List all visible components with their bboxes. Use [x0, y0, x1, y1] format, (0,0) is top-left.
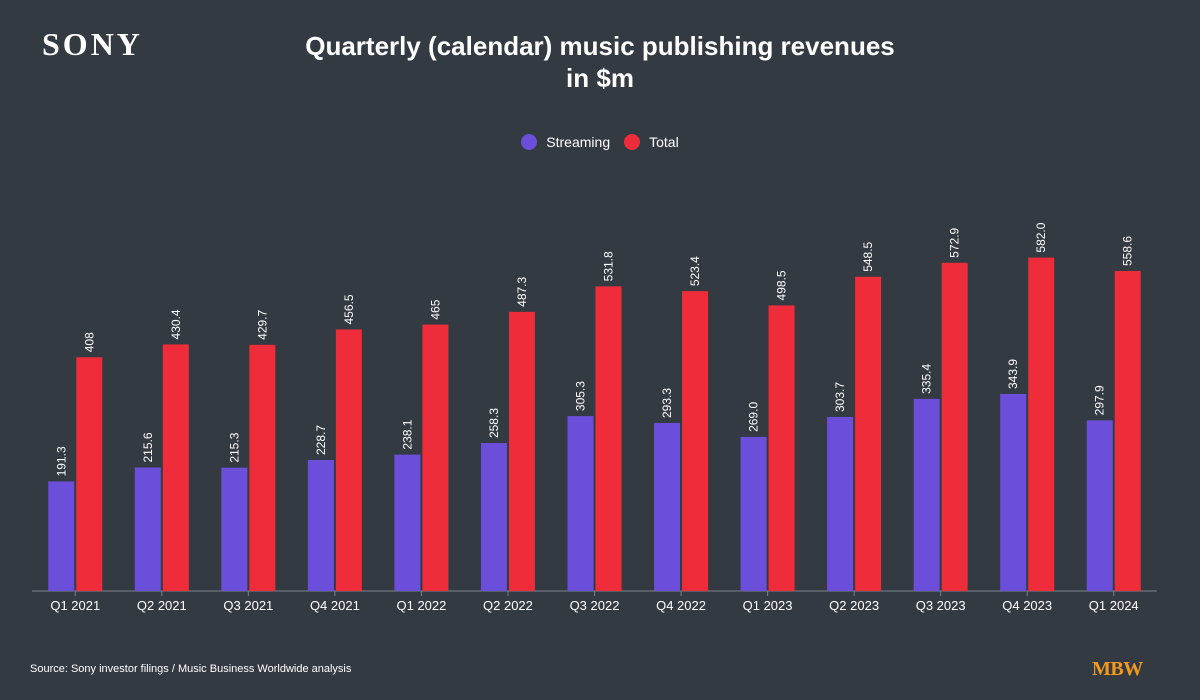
legend-label-total: Total [649, 134, 679, 150]
legend-swatch-streaming [521, 134, 538, 150]
data-label-streaming-q3-2023: 335.4 [920, 364, 934, 394]
x-tick-label-q1-2024: Q1 2024 [1089, 598, 1139, 613]
bar-streaming-q1-2023 [740, 436, 767, 591]
data-label-streaming-q1-2021: 191.3 [54, 446, 68, 476]
x-tick-label-q4-2022: Q4 2022 [656, 598, 706, 613]
bar-streaming-q1-2024 [1086, 420, 1113, 591]
x-tick-label-q1-2021: Q1 2021 [50, 598, 100, 613]
data-label-total-q1-2022: 465 [428, 299, 442, 319]
data-label-streaming-q4-2023: 343.9 [1006, 359, 1020, 389]
x-tick-label-q4-2023: Q4 2023 [1002, 598, 1052, 613]
data-label-total-q1-2023: 498.5 [775, 270, 789, 300]
bar-total-q1-2022 [422, 324, 449, 591]
legend-item-streaming[interactable]: Streaming [521, 134, 610, 150]
bar-total-q3-2021 [249, 344, 276, 591]
data-label-total-q4-2023: 582.0 [1034, 222, 1048, 252]
data-label-streaming-q1-2022: 238.1 [400, 419, 414, 449]
bar-total-q1-2021 [76, 357, 103, 591]
x-tick-label-q3-2023: Q3 2023 [916, 598, 966, 613]
bar-streaming-q3-2023 [913, 398, 940, 591]
data-label-total-q4-2022: 523.4 [688, 256, 702, 286]
data-label-total-q3-2021: 429.7 [255, 309, 269, 339]
x-tick-label-q2-2022: Q2 2022 [483, 598, 533, 613]
bar-total-q1-2024 [1114, 271, 1141, 591]
legend-label-streaming: Streaming [546, 134, 611, 150]
data-label-streaming-q4-2022: 293.3 [660, 388, 674, 418]
data-label-total-q1-2021: 408 [82, 332, 96, 352]
legend-swatch-total [624, 134, 641, 150]
bar-streaming-q4-2021 [307, 459, 334, 591]
bar-streaming-q3-2022 [567, 416, 594, 591]
data-label-streaming-q1-2024: 297.9 [1093, 385, 1107, 415]
x-tick-label-q2-2021: Q2 2021 [137, 598, 187, 613]
data-label-streaming-q2-2022: 258.3 [487, 408, 501, 438]
bar-total-q3-2022 [595, 286, 622, 591]
bar-total-q4-2021 [335, 329, 362, 591]
bar-total-q2-2021 [162, 344, 189, 591]
bar-streaming-q2-2023 [827, 417, 854, 591]
bar-streaming-q2-2022 [480, 443, 507, 591]
sony-logo: SONY [42, 26, 143, 62]
bar-total-q1-2023 [768, 305, 795, 591]
data-label-total-q2-2023: 548.5 [861, 241, 875, 271]
x-tick-label-q2-2023: Q2 2023 [829, 598, 879, 613]
x-tick-label-q4-2021: Q4 2021 [310, 598, 360, 613]
data-label-total-q1-2024: 558.6 [1121, 236, 1135, 266]
x-tick-label-q3-2022: Q3 2022 [570, 598, 620, 613]
bar-streaming-q2-2021 [134, 467, 161, 591]
x-tick-label-q1-2022: Q1 2022 [396, 598, 446, 613]
data-label-total-q4-2021: 456.5 [342, 294, 356, 324]
data-label-streaming-q2-2023: 303.7 [833, 382, 847, 412]
bar-total-q4-2022 [682, 291, 709, 591]
x-tick-label-q3-2021: Q3 2021 [223, 598, 273, 613]
bar-total-q4-2023 [1028, 257, 1055, 591]
data-label-streaming-q3-2022: 305.3 [574, 381, 588, 411]
mbw-logo: MBW [1092, 658, 1143, 680]
data-label-total-q2-2022: 487.3 [515, 276, 529, 306]
chart-title: Quarterly (calendar) music publishing re… [305, 31, 895, 93]
data-label-streaming-q3-2021: 215.3 [227, 432, 241, 462]
data-label-total-q3-2022: 531.8 [602, 251, 616, 281]
data-label-streaming-q4-2021: 228.7 [314, 425, 328, 455]
legend-item-total[interactable]: Total [624, 134, 679, 150]
data-label-streaming-q2-2021: 215.6 [141, 432, 155, 462]
bar-streaming-q4-2023 [1000, 393, 1027, 591]
data-label-streaming-q1-2023: 269.0 [747, 402, 761, 432]
bar-streaming-q1-2022 [394, 454, 421, 591]
legend: Streaming Total [0, 134, 1200, 150]
bar-total-q2-2023 [855, 276, 882, 591]
bar-total-q3-2023 [941, 262, 968, 591]
data-label-total-q3-2023: 572.9 [948, 227, 962, 257]
bar-streaming-q1-2021 [48, 481, 75, 591]
data-label-total-q2-2021: 430.4 [169, 309, 183, 339]
source-note: Source: Sony investor filings / Music Bu… [30, 663, 352, 675]
bar-streaming-q4-2022 [654, 422, 681, 591]
x-tick-label-q1-2023: Q1 2023 [743, 598, 793, 613]
bar-total-q2-2022 [508, 311, 535, 591]
bar-streaming-q3-2021 [221, 467, 248, 591]
